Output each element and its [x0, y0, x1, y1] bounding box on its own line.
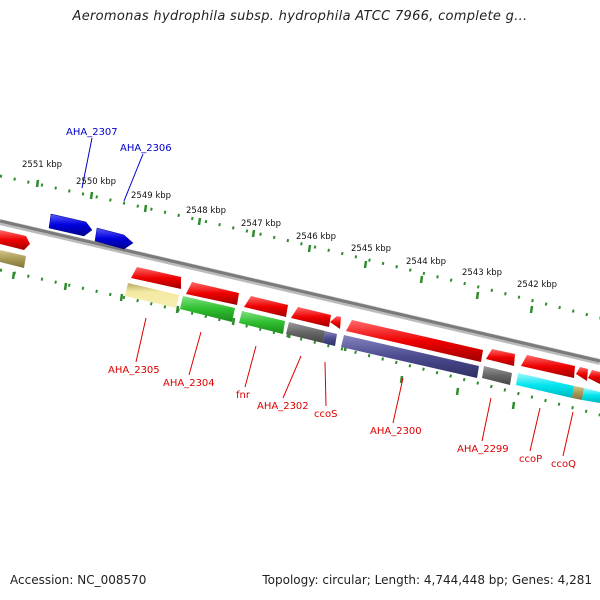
gene-arrow-right-edge[interactable] [588, 370, 600, 384]
leader-AHA_2299 [481, 397, 492, 442]
tick-label: 2543 kbp [462, 268, 502, 278]
gene-label-fnr[interactable]: fnr [236, 390, 251, 401]
tick-label: 2545 kbp [351, 244, 391, 254]
leader-AHA_2302 [282, 355, 302, 399]
category-bar-AHA_2300 [341, 335, 479, 378]
gene-arrow-fnr[interactable] [244, 296, 288, 317]
category-bar-ccoQ [572, 386, 584, 400]
gene-arrow-ccoP[interactable] [521, 355, 575, 378]
gene-bar-left-olive[interactable] [0, 250, 26, 268]
leader-AHA_2306 [123, 153, 144, 202]
tick-label: 2551 kbp [22, 160, 62, 170]
gene-arrow-AHA_2307[interactable] [48, 213, 93, 237]
map-title: Aeromonas hydrophila subsp. hydrophila A… [72, 9, 528, 24]
tick-label: 2544 kbp [406, 257, 446, 267]
leader-ccoQ [562, 411, 574, 457]
scale-ticks-inner [11, 271, 516, 410]
tick-label: 2548 kbp [186, 206, 226, 216]
leader-AHA_2307 [81, 137, 93, 189]
tick-label: 2542 kbp [517, 280, 557, 290]
gene-arrow-AHA_2304[interactable] [186, 282, 239, 305]
gene-label-ccoP[interactable]: ccoP [519, 454, 542, 465]
gene-arrow-ccoS[interactable] [330, 316, 341, 329]
tick-label: 2550 kbp [76, 177, 116, 187]
sequence-backbone-line [0, 219, 600, 363]
tick-label: 2547 kbp [241, 219, 281, 229]
leader-ccoS [324, 361, 327, 407]
gene-label-AHA_2307[interactable]: AHA_2307 [66, 127, 118, 138]
category-bar-AHA_2304 [180, 296, 235, 322]
topology-text: Topology: circular; Length: 4,744,448 bp… [262, 573, 592, 587]
gene-arrow-AHA_2302[interactable] [291, 307, 331, 327]
gene-arrow-AHA_2305[interactable] [131, 267, 181, 289]
leader-AHA_2305 [135, 317, 147, 363]
category-bar-ccoS [323, 331, 337, 346]
gene-label-AHA_2305[interactable]: AHA_2305 [108, 365, 160, 376]
scale-ticks-outer [35, 179, 534, 314]
gene-arrow-AHA_2306[interactable] [94, 227, 134, 250]
accession-text: Accession: NC_008570 [10, 573, 147, 587]
gene-arrow-ccoQ[interactable] [576, 367, 588, 381]
gene-label-AHA_2304[interactable]: AHA_2304 [163, 378, 215, 389]
tick-label: 2549 kbp [131, 191, 171, 201]
gene-label-AHA_2300[interactable]: AHA_2300 [370, 426, 422, 437]
tick-label: 2546 kbp [296, 232, 336, 242]
leader-ccoP [529, 407, 541, 452]
scale-ring-outer [0, 174, 600, 320]
category-bar-fnr [239, 311, 285, 334]
gene-label-AHA_2299[interactable]: AHA_2299 [457, 444, 509, 455]
leader-AHA_2304 [188, 331, 202, 376]
gene-arrow-AHA_2300[interactable] [346, 320, 483, 362]
gene-arrow-left-red[interactable] [0, 230, 30, 250]
leader-fnr [244, 345, 257, 388]
leader-AHA_2300 [392, 377, 404, 424]
gene-label-ccoQ[interactable]: ccoQ [551, 459, 576, 470]
category-bar-AHA_2299 [482, 366, 512, 385]
gene-label-AHA_2302[interactable]: AHA_2302 [257, 401, 309, 412]
gene-label-ccoS[interactable]: ccoS [314, 409, 337, 420]
category-bar-right-edge [582, 388, 600, 403]
gene-label-AHA_2306[interactable]: AHA_2306 [120, 143, 172, 154]
category-bar-AHA_2302 [286, 322, 325, 343]
category-bar-AHA_2305 [125, 283, 179, 308]
gene-arrow-AHA_2299[interactable] [486, 349, 515, 366]
category-bar-ccoP [516, 373, 574, 398]
